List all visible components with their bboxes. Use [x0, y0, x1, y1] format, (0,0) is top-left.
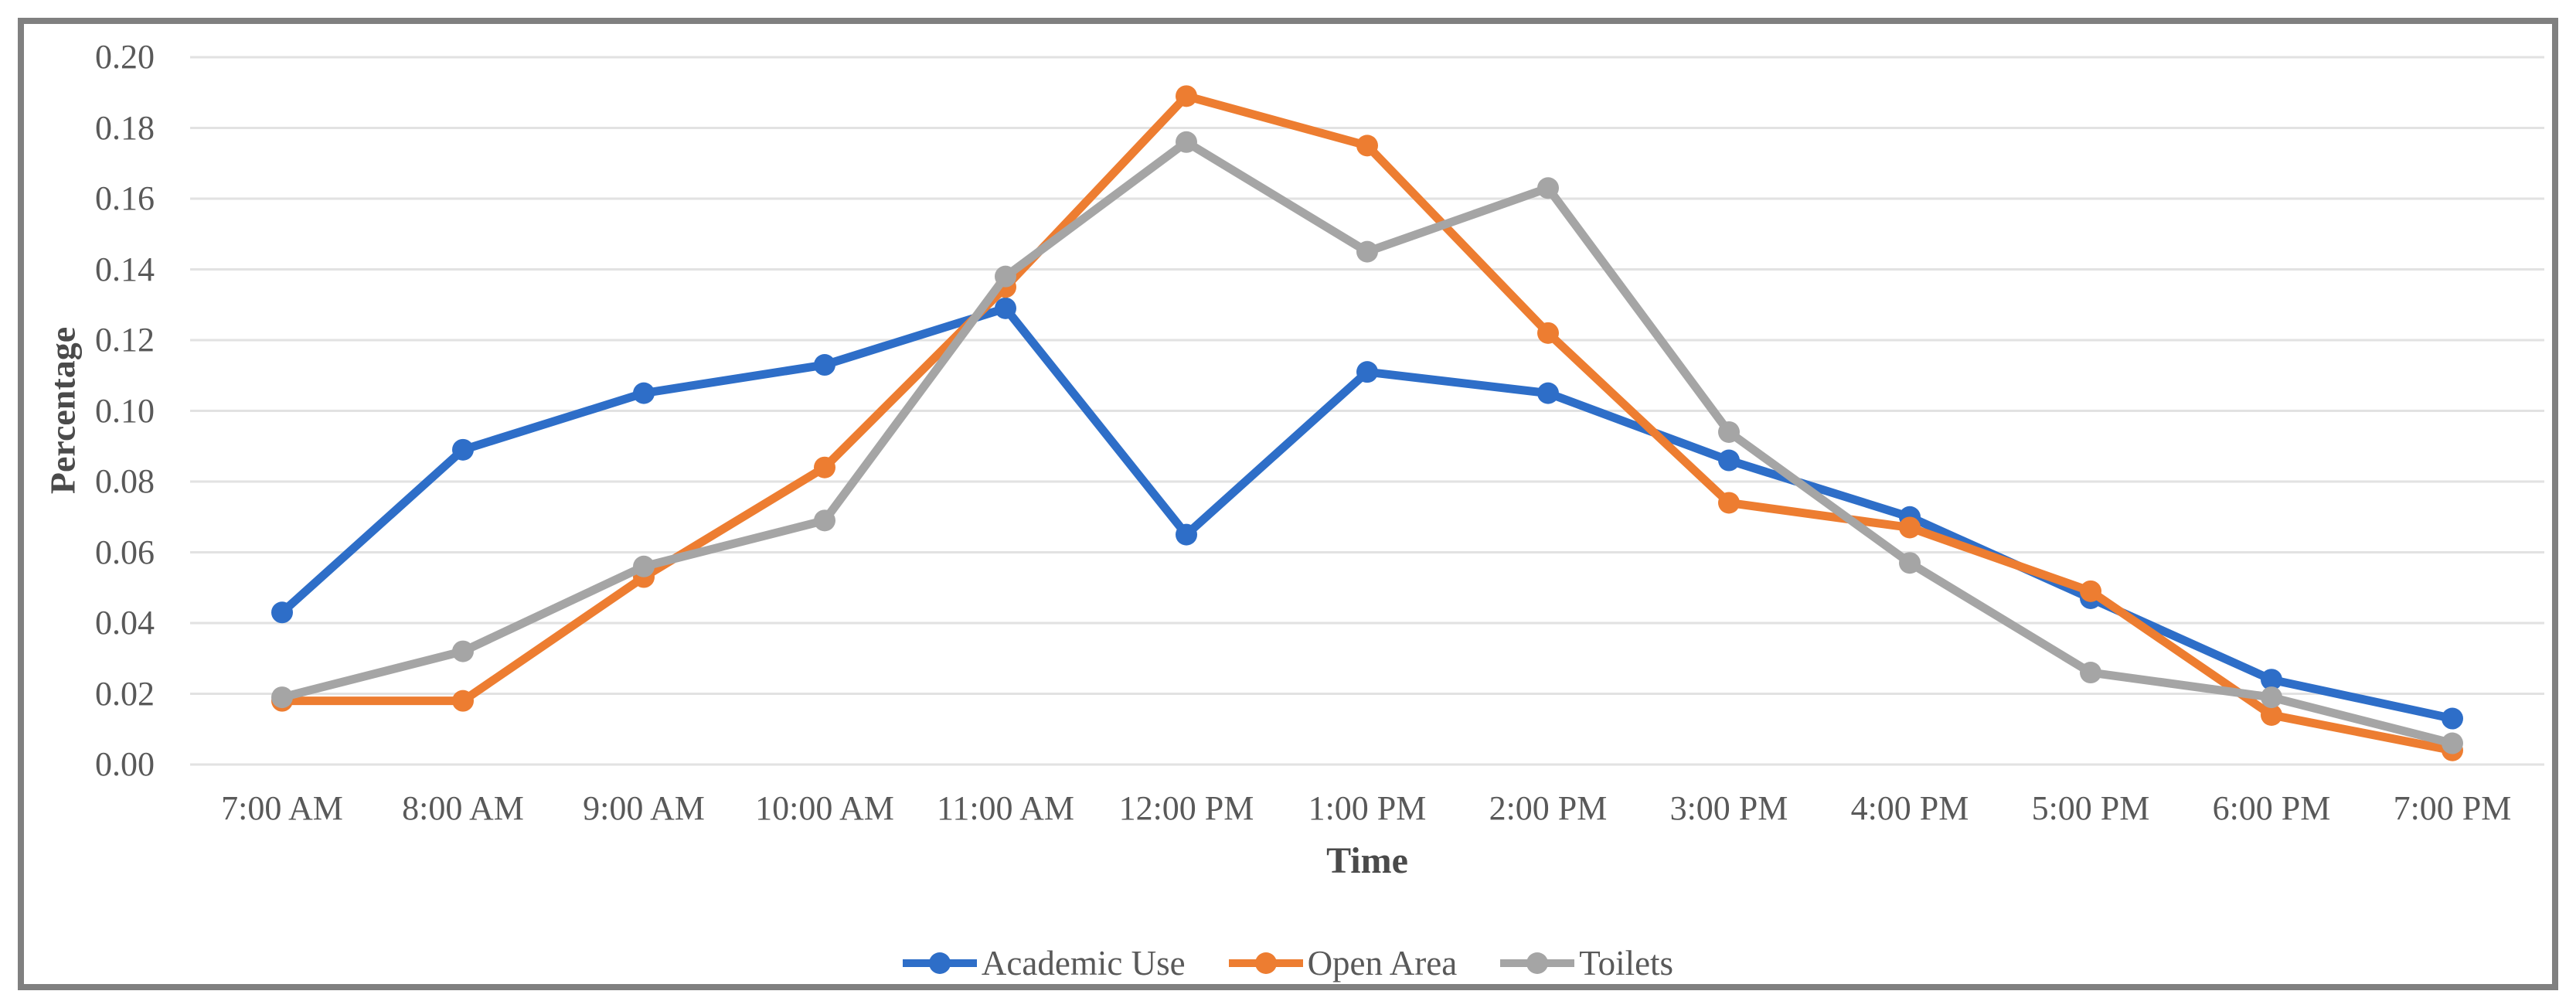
legend-marker-icon: [1500, 952, 1575, 974]
data-point-open-area: [2080, 580, 2101, 602]
data-point-academic-use: [2442, 707, 2463, 730]
x-tick-label: 12:00 PM: [1118, 789, 1254, 827]
data-point-open-area: [1176, 85, 1197, 107]
legend-label: Toilets: [1579, 944, 1674, 982]
legend: Academic Use Open Area Toilets: [0, 938, 2576, 988]
data-point-toilets: [1899, 552, 1921, 574]
data-point-toilets: [2442, 732, 2463, 754]
data-point-toilets: [2261, 686, 2282, 709]
data-point-open-area: [2261, 703, 2282, 726]
data-point-toilets: [633, 555, 655, 577]
x-tick-label: 9:00 AM: [583, 789, 705, 827]
y-tick-label: 0.00: [95, 745, 155, 783]
series-line-toilets: [277, 138, 2457, 748]
x-tick-label: 6:00 PM: [2212, 789, 2331, 827]
legend-item-toilets: Toilets: [1500, 942, 1673, 985]
x-tick-label: 1:00 PM: [1308, 789, 1427, 827]
series-line-open-area: [277, 91, 2457, 755]
x-tick-label: 3:00 PM: [1669, 789, 1788, 827]
x-tick-label: 7:00 PM: [2393, 789, 2512, 827]
data-point-academic-use: [814, 354, 835, 376]
data-point-toilets: [452, 640, 474, 662]
data-point-academic-use: [452, 438, 474, 461]
legend-item-academic-use: Academic Use: [902, 942, 1186, 985]
data-point-toilets: [1718, 421, 1740, 443]
data-point-open-area: [1356, 135, 1378, 157]
data-point-toilets: [814, 509, 835, 532]
x-tick-label: 10:00 AM: [755, 789, 894, 827]
data-point-toilets: [2080, 662, 2101, 684]
x-tick-label: 2:00 PM: [1489, 789, 1608, 827]
y-tick-label: 0.10: [95, 391, 155, 430]
y-tick-label: 0.12: [95, 321, 155, 359]
data-point-open-area: [814, 456, 835, 478]
data-point-toilets: [995, 265, 1016, 288]
data-point-open-area: [1899, 516, 1921, 539]
data-point-open-area: [452, 690, 474, 712]
data-point-toilets: [1176, 131, 1197, 153]
x-tick-label: 4:00 PM: [1850, 789, 1969, 827]
y-tick-label: 0.16: [95, 179, 155, 217]
y-tick-label: 0.08: [95, 462, 155, 500]
data-point-academic-use: [1356, 361, 1378, 383]
data-point-academic-use: [2261, 669, 2282, 691]
y-tick-label: 0.06: [95, 533, 155, 571]
data-point-toilets: [1356, 240, 1378, 263]
data-point-open-area: [1718, 492, 1740, 514]
y-tick-label: 0.04: [95, 604, 155, 642]
data-point-academic-use: [271, 601, 293, 624]
y-tick-label: 0.18: [95, 108, 155, 147]
x-tick-label: 11:00 AM: [936, 789, 1075, 827]
x-tick-label: 8:00 AM: [402, 789, 524, 827]
y-tick-label: 0.14: [95, 250, 155, 288]
x-axis-title: Time: [1326, 840, 1408, 881]
data-point-academic-use: [1537, 382, 1559, 404]
data-point-academic-use: [1718, 449, 1740, 472]
data-point-academic-use: [633, 382, 655, 404]
data-point-open-area: [1537, 322, 1559, 344]
legend-marker-icon: [1228, 952, 1303, 974]
x-tick-label: 5:00 PM: [2031, 789, 2150, 827]
data-point-academic-use: [1176, 523, 1197, 546]
data-point-toilets: [1537, 177, 1559, 199]
x-tick-label: 7:00 AM: [221, 789, 343, 827]
chart-border-frame: [18, 18, 2558, 990]
data-point-academic-use: [995, 297, 1016, 319]
legend-label: Academic Use: [981, 944, 1186, 982]
y-tick-label: 0.02: [95, 674, 155, 713]
data-point-toilets: [271, 686, 293, 709]
y-tick-label: 0.20: [95, 38, 155, 76]
legend-item-open-area: Open Area: [1228, 942, 1458, 985]
legend-label: Open Area: [1307, 944, 1458, 982]
legend-marker-icon: [902, 952, 977, 974]
